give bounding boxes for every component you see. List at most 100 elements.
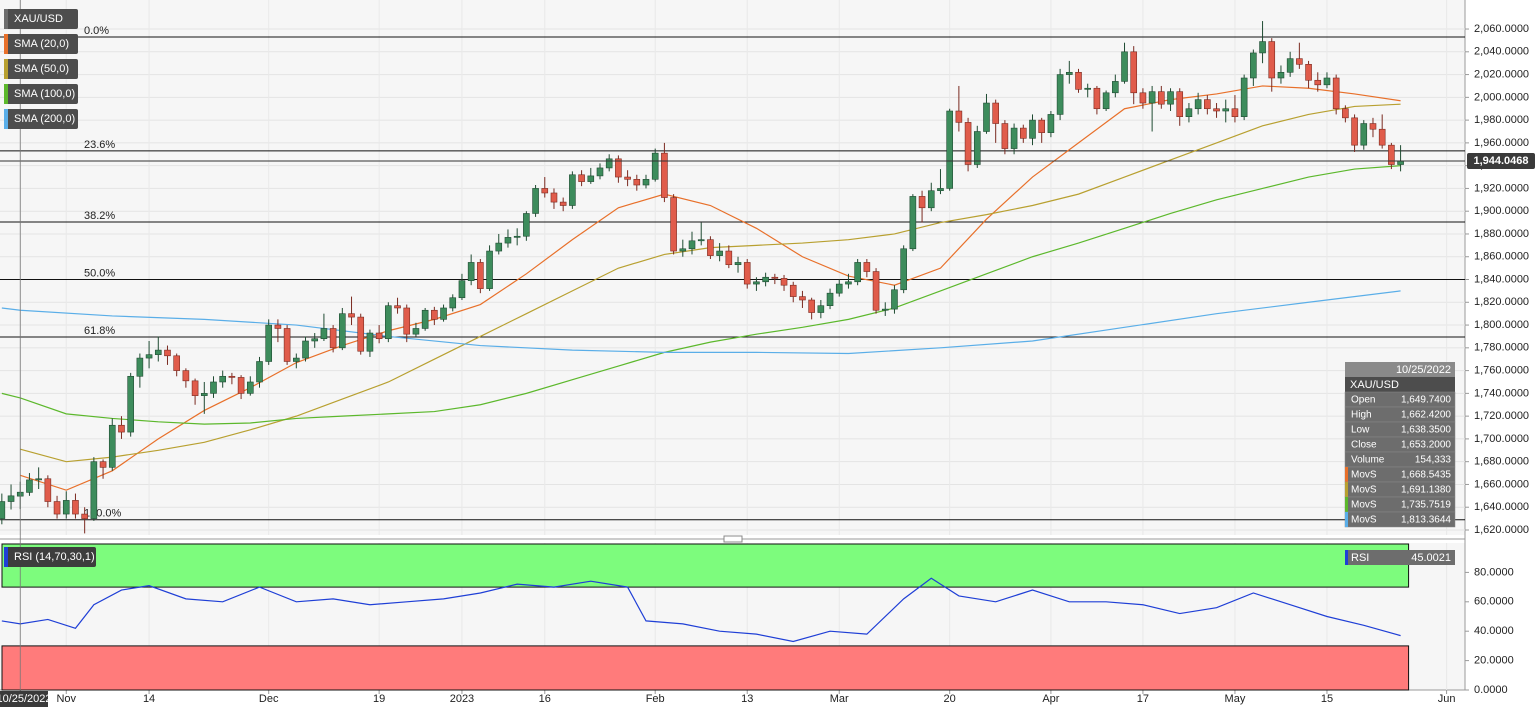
- legend-box[interactable]: [4, 9, 78, 29]
- info-name: MovS: [1351, 500, 1377, 511]
- candle-body: [486, 250, 493, 289]
- candle-body: [587, 175, 595, 182]
- y-tick-label: 60.0000: [1474, 596, 1514, 608]
- legend-box[interactable]: [4, 547, 96, 567]
- candle-body: [154, 349, 162, 355]
- legend-box[interactable]: [4, 59, 78, 79]
- candle-body: [955, 110, 963, 123]
- candle-body: [118, 424, 125, 433]
- x-tick-label: May: [1225, 693, 1246, 705]
- candle-body: [1378, 128, 1386, 146]
- info-name: MovS: [1351, 485, 1377, 496]
- candle-body: [1066, 71, 1073, 75]
- y-tick-label: 1,740.0000: [1474, 387, 1529, 399]
- y-tick-label: 2,040.0000: [1474, 46, 1529, 58]
- candle-body: [228, 375, 236, 378]
- candle-body: [688, 240, 696, 250]
- last-price-box: [1467, 153, 1535, 170]
- candle-body: [504, 237, 512, 244]
- candle-body: [1342, 108, 1349, 119]
- candle-body: [578, 174, 585, 182]
- candle-body: [44, 478, 52, 502]
- resize-handle[interactable]: [723, 535, 743, 543]
- candle-body: [311, 338, 319, 342]
- candle-body: [26, 479, 33, 493]
- candle-body: [293, 357, 300, 362]
- candle-body: [1397, 160, 1404, 165]
- candle-body: [642, 179, 650, 186]
- candle-body: [62, 500, 70, 515]
- x-tick-label: 14: [143, 693, 155, 705]
- candle-body: [35, 478, 42, 481]
- info-symbol-row: [1345, 377, 1455, 392]
- y-tick-label: 20.0000: [1474, 655, 1514, 667]
- candle-body: [872, 271, 880, 311]
- candle-body: [1351, 117, 1358, 146]
- candle-body: [1102, 92, 1110, 110]
- legend-swatch: [4, 9, 8, 29]
- candle-body: [320, 328, 328, 340]
- info-name: MovS: [1351, 470, 1377, 481]
- y-tick-label: 2,020.0000: [1474, 68, 1529, 80]
- candle-body: [1268, 41, 1276, 79]
- candle-body: [200, 393, 208, 396]
- y-tick-label: 1,660.0000: [1474, 478, 1529, 490]
- candle-body: [900, 248, 907, 291]
- legend-label: RSI (14,70,30,1): [14, 551, 95, 563]
- x-tick-label: Dec: [259, 693, 279, 705]
- info-swatch: [1345, 497, 1348, 512]
- candle-body: [1056, 74, 1064, 115]
- y-tick-label: 1,980.0000: [1474, 114, 1529, 126]
- candle-body: [1019, 127, 1027, 139]
- legend-box[interactable]: [4, 84, 78, 104]
- fib-label: 23.6%: [84, 139, 115, 151]
- info-value: 1,691.1380: [1401, 485, 1451, 496]
- legend-box[interactable]: [4, 34, 78, 54]
- candle-body: [799, 296, 806, 301]
- y-tick-label: 1,880.0000: [1474, 228, 1529, 240]
- candle-body: [72, 500, 79, 515]
- candle-body: [366, 332, 374, 352]
- candle-body: [1222, 108, 1230, 112]
- x-tick-label: 16: [539, 693, 551, 705]
- candle-body: [1139, 92, 1147, 104]
- candle-body: [1130, 51, 1138, 94]
- legend-box[interactable]: [4, 109, 78, 129]
- candle-body: [881, 308, 889, 311]
- candle-body: [679, 248, 687, 252]
- candle-body: [992, 102, 999, 124]
- candle-body: [605, 158, 613, 169]
- x-tick-label: Nov: [56, 693, 76, 705]
- candle-body: [136, 357, 144, 377]
- fib-label: 61.8%: [84, 325, 115, 337]
- candle-body: [624, 176, 631, 180]
- candle-body: [762, 276, 769, 283]
- candle-body: [1167, 91, 1174, 105]
- x-tick-label: 19: [373, 693, 385, 705]
- candle-body: [937, 188, 944, 192]
- fib-label: 50.0%: [84, 267, 115, 279]
- y-tick-label: 1,960.0000: [1474, 137, 1529, 149]
- y-tick-label: 1,820.0000: [1474, 296, 1529, 308]
- fib-label: 38.2%: [84, 210, 115, 222]
- x-tick-label: Mar: [830, 693, 849, 705]
- candle-body: [716, 250, 723, 256]
- legend-label: SMA (100,0): [14, 88, 75, 100]
- y-tick-label: 1,640.0000: [1474, 501, 1529, 513]
- candle-body: [532, 188, 539, 214]
- candle-body: [237, 377, 245, 394]
- info-name: Volume: [1351, 455, 1385, 466]
- y-tick-label: 40.0000: [1474, 625, 1514, 637]
- candle-body: [845, 281, 852, 285]
- candle-body: [0, 501, 6, 519]
- candle-body: [651, 152, 659, 180]
- legend-label: SMA (50,0): [14, 63, 69, 75]
- info-swatch: [1345, 482, 1348, 497]
- candle-body: [1093, 87, 1101, 110]
- candle-body: [247, 381, 254, 394]
- candle-body: [771, 276, 779, 279]
- candle-body: [265, 324, 273, 362]
- y-tick-label: 1,900.0000: [1474, 205, 1529, 217]
- info-value: 1,653.2000: [1401, 440, 1451, 451]
- fib-label: 0.0%: [84, 25, 109, 37]
